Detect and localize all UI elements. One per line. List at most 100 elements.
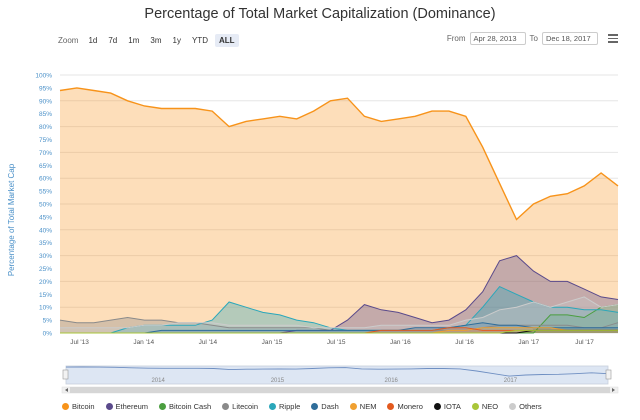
x-tick-label: Jul '15 — [327, 339, 346, 346]
y-tick-label: 70% — [39, 150, 52, 157]
legend-label: Dash — [321, 402, 339, 411]
legend-dot-icon — [471, 403, 479, 410]
line-layer — [59, 87, 619, 334]
legend-item-bitcoin[interactable]: Bitcoin — [62, 402, 95, 411]
series-line-dash[interactable] — [60, 322, 618, 334]
legend-item-others[interactable]: Others — [509, 402, 542, 411]
y-tick-label: 65% — [39, 163, 52, 170]
y-tick-label: 75% — [39, 137, 52, 144]
legend-label: Monero — [397, 402, 423, 411]
x-tick-label: Jul '17 — [575, 339, 594, 346]
y-tick-label: 20% — [39, 279, 52, 286]
zoom-1m-button[interactable]: 1m — [128, 36, 140, 45]
legend-label: Bitcoin — [72, 402, 95, 411]
legend-item-ethereum[interactable]: Ethereum — [105, 402, 149, 411]
navigator-handle-left[interactable] — [62, 369, 69, 380]
navigator-tick-label: 2017 — [504, 378, 518, 384]
legend-label: NEO — [481, 402, 499, 411]
legend-item-dash[interactable]: Dash — [311, 402, 339, 411]
area-litecoin — [60, 317, 618, 333]
x-tick-label: Jul '16 — [455, 339, 474, 346]
y-tick-label: 50% — [39, 202, 52, 209]
zoom-all-button[interactable]: ALL — [214, 34, 239, 47]
y-tick-label: 40% — [39, 227, 52, 234]
navigator-tick-label: 2015 — [271, 378, 285, 384]
y-tick-label: 35% — [39, 240, 52, 247]
y-tick-label: 90% — [39, 98, 52, 105]
y-tick-label: 25% — [39, 266, 52, 273]
from-date-input[interactable]: Apr 28, 2013 — [469, 32, 526, 45]
series-line-neo[interactable] — [60, 329, 618, 334]
y-tick-label: 0% — [43, 331, 53, 338]
series-line-bitcoin[interactable] — [59, 87, 619, 221]
y-tick-label: 5% — [43, 318, 53, 325]
legend-label: Bitcoin Cash — [169, 402, 212, 411]
legend-dot-icon — [311, 403, 319, 410]
legend-label: Ripple — [279, 402, 301, 411]
area-layer — [60, 87, 618, 334]
area-ripple — [60, 286, 618, 333]
legend-label: IOTA — [443, 402, 461, 411]
legend-dot-icon — [105, 403, 113, 410]
y-tick-label: 80% — [39, 124, 52, 131]
zoom-1y-button[interactable]: 1y — [172, 36, 181, 45]
legend-label: Others — [519, 402, 542, 411]
legend-label: NEM — [359, 402, 377, 411]
navigator-handle-right[interactable] — [605, 369, 612, 380]
navigator-series — [65, 366, 609, 377]
legend-dot-icon — [509, 403, 517, 410]
y-tick-label: 30% — [39, 253, 52, 260]
x-tick-label: Jan '14 — [133, 339, 154, 346]
legend-item-litecoin[interactable]: Litecoin — [222, 402, 258, 411]
x-tick-label: Jan '17 — [518, 339, 539, 346]
x-tick-label: Jan '15 — [262, 339, 283, 346]
x-tick-label: Jul '14 — [199, 339, 218, 346]
legend-dot-icon — [349, 403, 357, 410]
zoom-label: Zoom — [58, 36, 79, 45]
y-tick-label: 100% — [35, 73, 52, 80]
x-axis-ticks: Jul '13 Jan '14 Jul '14 Jan '15 Jul '15 Jan '… — [70, 339, 594, 346]
legend-label: Litecoin — [232, 402, 259, 411]
legend-dot-icon — [222, 403, 230, 410]
navigator-tick-label: 2014 — [151, 378, 165, 384]
zoom-bar: Zoom 1d 7d 1m 3m 1y YTD ALL — [58, 34, 242, 47]
area-monero — [60, 327, 618, 333]
to-date-input[interactable]: Dec 18, 2017 — [542, 32, 598, 45]
series-line-others[interactable] — [60, 296, 619, 329]
area-bitcoin — [60, 87, 618, 334]
legend-dot-icon — [269, 403, 277, 410]
legend-item-nem[interactable]: NEM — [349, 402, 377, 411]
scrollbar-thumb[interactable] — [70, 387, 610, 393]
zoom-ytd-button[interactable]: YTD — [191, 36, 208, 45]
y-tick-label: 45% — [39, 214, 52, 221]
legend-item-ripple[interactable]: Ripple — [269, 402, 300, 411]
zoom-7d-button[interactable]: 7d — [108, 36, 118, 45]
y-tick-label: 60% — [39, 176, 52, 183]
scroll-right-icon — [612, 388, 615, 392]
y-axis-label: Percentage of Total Market Cap — [7, 163, 16, 276]
x-tick-label: Jul '13 — [70, 339, 89, 346]
zoom-1d-button[interactable]: 1d — [88, 36, 98, 45]
scroll-left-icon — [65, 388, 68, 392]
area-ethereum — [60, 255, 618, 333]
y-tick-label: 95% — [39, 85, 52, 92]
legend-item-iota[interactable]: IOTA — [433, 402, 461, 411]
legend-item-monero[interactable]: Monero — [387, 402, 423, 411]
date-range: From Apr 28, 2013 To Dec 18, 2017 — [443, 32, 598, 45]
y-tick-label: 15% — [39, 292, 52, 299]
chart-title: Percentage of Total Market Capitalizatio… — [144, 6, 496, 22]
legend-item-neo[interactable]: NEO — [471, 402, 499, 411]
hamburger-menu-icon[interactable] — [608, 34, 618, 45]
legend-dot-icon — [433, 403, 441, 410]
navigator[interactable]: 2014 2015 2016 2017 — [61, 365, 619, 394]
area-nem — [60, 327, 618, 333]
legend-item-bitcoin-cash[interactable]: Bitcoin Cash — [159, 402, 211, 411]
legend-label: Ethereum — [115, 402, 149, 411]
y-axis-ticks: 0% 5% 10% 15% 20% 25% 30% 35% 40% 45% 50% 55% 60% 65%… — [35, 73, 52, 338]
y-tick-label: 10% — [39, 305, 52, 312]
legend-dot-icon — [159, 403, 167, 410]
zoom-3m-button[interactable]: 3m — [150, 36, 162, 45]
y-tick-label: 85% — [39, 111, 52, 118]
legend-dot-icon — [387, 403, 395, 410]
